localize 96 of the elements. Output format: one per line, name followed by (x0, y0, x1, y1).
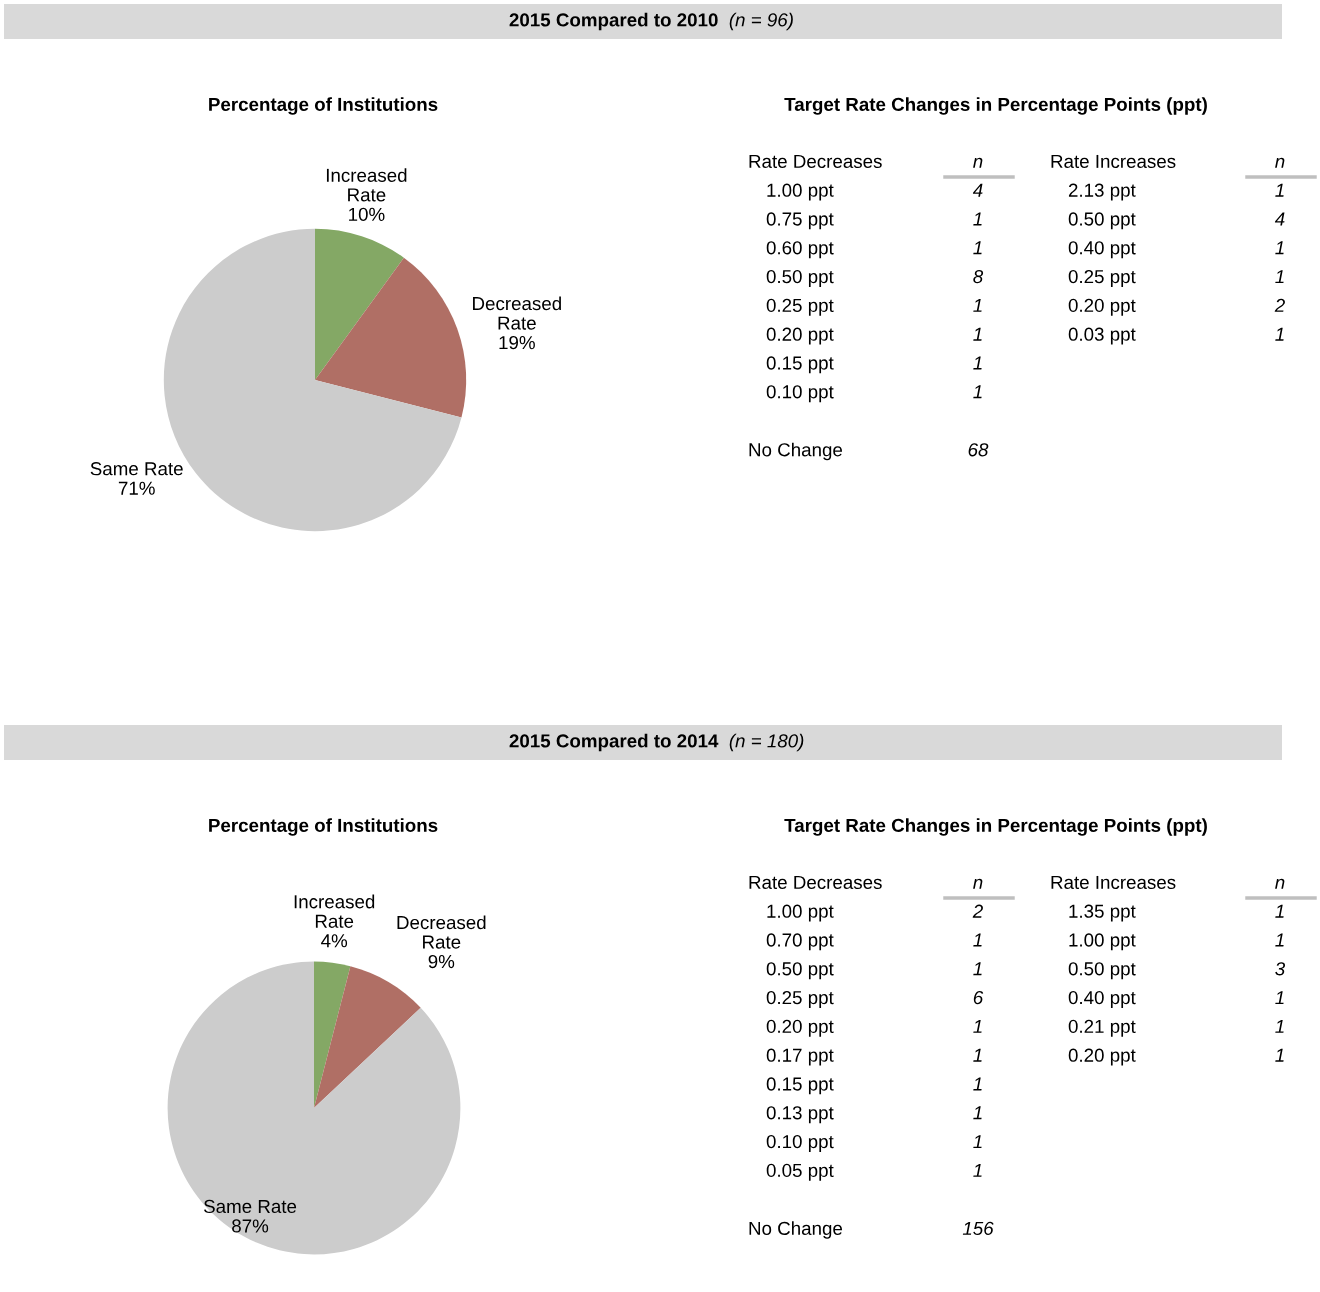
data-label: 1 (1275, 1019, 1284, 1033)
data-label: 1 (1275, 241, 1284, 255)
text: Target Rate Changes in Percentage Points (ppt) (784, 818, 1207, 836)
data-label: 1 (1275, 904, 1284, 918)
category-label: 0.20 ppt (766, 1019, 834, 1037)
category-label: 0.10 ppt (766, 385, 834, 403)
text: Target Rate Changes in Percentage Points (ppt) (784, 97, 1207, 115)
data-label: 2 (1274, 298, 1285, 312)
category-label: 0.70 ppt (766, 933, 834, 951)
data-label: 4% (321, 934, 348, 948)
category-label: 0.40 ppt (1068, 990, 1136, 1008)
category-label: 0.50 ppt (766, 269, 834, 287)
slice-label: Same Rate (90, 462, 183, 476)
text: (n = 96) (729, 12, 793, 31)
slice-label: Same Rate (204, 1199, 297, 1214)
slice-label: Decreased Rate (397, 915, 486, 949)
category-label: 1.00 ppt (1069, 933, 1136, 951)
pie-slice (315, 228, 404, 380)
data-label: 1 (973, 385, 982, 399)
data-label: 1 (973, 1048, 982, 1062)
category-label: 0.05 ppt (766, 1163, 834, 1181)
data-label: 2 (972, 904, 983, 918)
category-label: 1.00 ppt (767, 904, 834, 922)
category-label: 0.03 ppt (1068, 327, 1136, 345)
text: Rate Decreases (749, 875, 882, 890)
text: Rate Decreases (749, 154, 882, 169)
data-label: 4 (1274, 212, 1285, 226)
data-label: 6 (973, 990, 984, 1005)
data-label: 1 (973, 1019, 982, 1033)
category-label: 0.15 ppt (766, 356, 834, 374)
category-label: 2.13 ppt (1068, 183, 1136, 201)
category-label: 0.20 ppt (1068, 1048, 1136, 1066)
category-label: No Change (749, 1221, 843, 1239)
category-label: 0.13 ppt (766, 1106, 834, 1124)
data-label: 1 (973, 1135, 982, 1149)
category-label: 0.25 ppt (1068, 269, 1136, 287)
pie-slice (315, 257, 467, 418)
data-label: 71% (118, 481, 155, 495)
data-label: 1 (973, 962, 982, 976)
category-label: 1.35 ppt (1069, 904, 1136, 922)
data-label: 3 (1275, 962, 1286, 976)
data-label: 87% (232, 1219, 269, 1233)
category-label: 0.25 ppt (766, 298, 834, 316)
text: Rate Increases (1051, 875, 1176, 890)
chart-title: Percentage of Institutions (209, 97, 438, 115)
data-label: 1 (973, 933, 982, 947)
slice-label: Increased Rate (326, 168, 407, 202)
text: n (1275, 157, 1285, 168)
data-label: 1 (973, 212, 982, 226)
text: (n = 180) (729, 733, 804, 752)
data-label: 1 (973, 356, 982, 370)
data-label: 1 (1275, 1048, 1284, 1062)
data-label: 1 (973, 1106, 982, 1120)
chart-title: Percentage of Institutions (209, 818, 438, 836)
data-label: 8 (973, 269, 984, 284)
text: 2015 Compared to 2014 (509, 733, 719, 752)
data-label: 1 (973, 1163, 982, 1177)
pie-slice (314, 961, 351, 1108)
data-label: 1 (973, 298, 982, 312)
text: 2015 Compared to 2010 (509, 12, 718, 31)
text: n (973, 878, 983, 889)
pie-slice (314, 966, 421, 1108)
category-label: 0.50 ppt (766, 962, 834, 980)
data-label: 1 (1275, 933, 1284, 947)
data-label: 1 (1275, 183, 1284, 197)
text: Rate Increases (1051, 154, 1176, 169)
category-label: 0.75 ppt (766, 212, 834, 230)
data-label: 9% (428, 954, 455, 969)
category-label: 0.50 ppt (1068, 212, 1136, 230)
category-label: 0.10 ppt (766, 1134, 834, 1152)
category-label: 0.15 ppt (766, 1077, 834, 1095)
category-label: 0.20 ppt (1068, 298, 1136, 316)
category-label: 0.50 ppt (1068, 962, 1136, 980)
slice-label: Increased Rate (294, 894, 375, 928)
category-label: 0.20 ppt (766, 327, 834, 345)
category-label: 0.21 ppt (1068, 1019, 1136, 1037)
category-label: 0.25 ppt (766, 990, 834, 1008)
data-label: 1 (1275, 991, 1284, 1005)
category-label: 0.40 ppt (1068, 241, 1136, 259)
data-label: 1 (1275, 327, 1284, 341)
data-label: 1 (1275, 270, 1284, 284)
category-label: No Change (749, 442, 843, 461)
category-label: 1.00 ppt (767, 183, 834, 201)
category-label: 0.17 ppt (766, 1048, 834, 1066)
category-label: 0.60 ppt (766, 241, 834, 259)
text: n (1275, 878, 1285, 889)
text: n (973, 157, 983, 168)
data-label: 156 (962, 1221, 994, 1236)
data-label: 4 (972, 183, 983, 197)
slice-label: Decreased Rate (473, 296, 561, 330)
data-label: 19% (499, 335, 535, 350)
data-label: 10% (349, 207, 385, 221)
data-label: 68 (968, 443, 989, 457)
data-label: 1 (973, 1077, 982, 1091)
data-label: 1 (973, 241, 982, 255)
data-label: 1 (973, 327, 982, 341)
